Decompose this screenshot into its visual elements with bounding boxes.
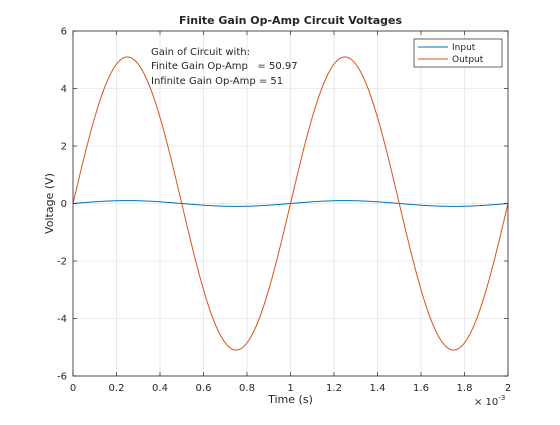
x-tick-label: 0.4 bbox=[152, 383, 168, 394]
annotation-line: Infinite Gain Op-Amp = 51 bbox=[151, 76, 283, 87]
x-exponent-label: × 10-3 bbox=[474, 394, 505, 408]
x-tick-label: 1.2 bbox=[326, 383, 342, 394]
y-tick-label: 6 bbox=[61, 27, 67, 38]
x-axis-label: Time (s) bbox=[267, 393, 313, 406]
x-tick-label: 1.6 bbox=[413, 383, 429, 394]
y-tick-label: 2 bbox=[61, 142, 67, 153]
x-tick-label: 0.8 bbox=[239, 383, 255, 394]
y-tick-label: 4 bbox=[61, 84, 67, 95]
x-tick-label: 1.4 bbox=[370, 383, 386, 394]
x-tick-label: 0 bbox=[70, 383, 76, 394]
annotation-line: Finite Gain Op-Amp = 50.97 bbox=[151, 61, 298, 72]
y-tick-label: 0 bbox=[61, 199, 67, 210]
y-tick-label: -6 bbox=[57, 372, 67, 383]
annotation-line: Gain of Circuit with: bbox=[151, 47, 250, 58]
x-tick-label: 0.6 bbox=[196, 383, 212, 394]
legend-label-input: Input bbox=[452, 43, 476, 53]
series-line-output bbox=[72, 56, 509, 351]
gain-annotation: Gain of Circuit with: Finite Gain Op-Amp… bbox=[151, 47, 298, 87]
y-tick-label: -4 bbox=[57, 314, 67, 325]
legend-label-output: Output bbox=[452, 55, 484, 65]
x-tick-label: 1 bbox=[287, 383, 293, 394]
axis-ticks: 0 0.2 0.4 0.6 0.8 1 1.2 1.4 1.6 1.8 2 -6 -4 -2 0 2 4 6 bbox=[57, 27, 511, 395]
x-tick-label: 0.2 bbox=[109, 383, 125, 394]
chart-title: Finite Gain Op-Amp Circuit Voltages bbox=[179, 14, 403, 27]
y-tick-label: -2 bbox=[57, 257, 67, 268]
series-layer bbox=[72, 56, 509, 351]
x-tick-label: 1.8 bbox=[457, 383, 473, 394]
x-tick-label: 2 bbox=[505, 383, 511, 394]
y-axis-label: Voltage (V) bbox=[43, 173, 56, 234]
legend: Input Output bbox=[413, 38, 503, 68]
legend-box bbox=[413, 38, 503, 68]
